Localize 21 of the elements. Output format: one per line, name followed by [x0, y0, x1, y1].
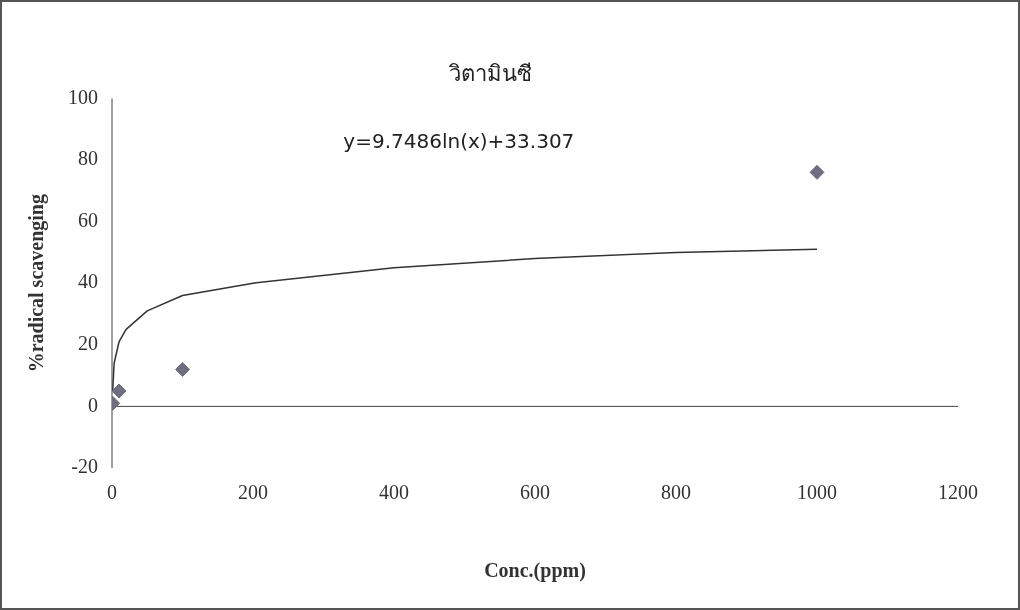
x-axis-title: Conc.(ppm) — [484, 559, 586, 583]
x-tick-label: 600 — [520, 481, 550, 504]
y-tick-label: 80 — [78, 147, 98, 170]
x-tick-label: 0 — [107, 481, 117, 504]
y-tick-label: 60 — [78, 208, 98, 231]
y-tick-label: 100 — [68, 85, 98, 108]
x-tick-label: 400 — [379, 481, 409, 504]
x-tick-label: 1000 — [797, 481, 837, 504]
annotation: y=9.7486ln(x)+33.307 — [343, 129, 575, 154]
y-axis-title: %radical scavenging — [25, 194, 49, 373]
y-tick-label: -20 — [71, 455, 98, 478]
point — [809, 164, 825, 180]
y-tick-label: 0 — [88, 393, 98, 416]
y-tick-label: 40 — [78, 270, 98, 293]
x-tick-label: 1200 — [938, 481, 978, 504]
point — [112, 383, 127, 399]
chart-title: วิตามินซี — [447, 60, 532, 86]
y-tick-label: 20 — [78, 332, 98, 355]
x-tick-label: 800 — [661, 481, 691, 504]
x-tick-label: 200 — [238, 481, 268, 504]
point — [175, 361, 190, 377]
